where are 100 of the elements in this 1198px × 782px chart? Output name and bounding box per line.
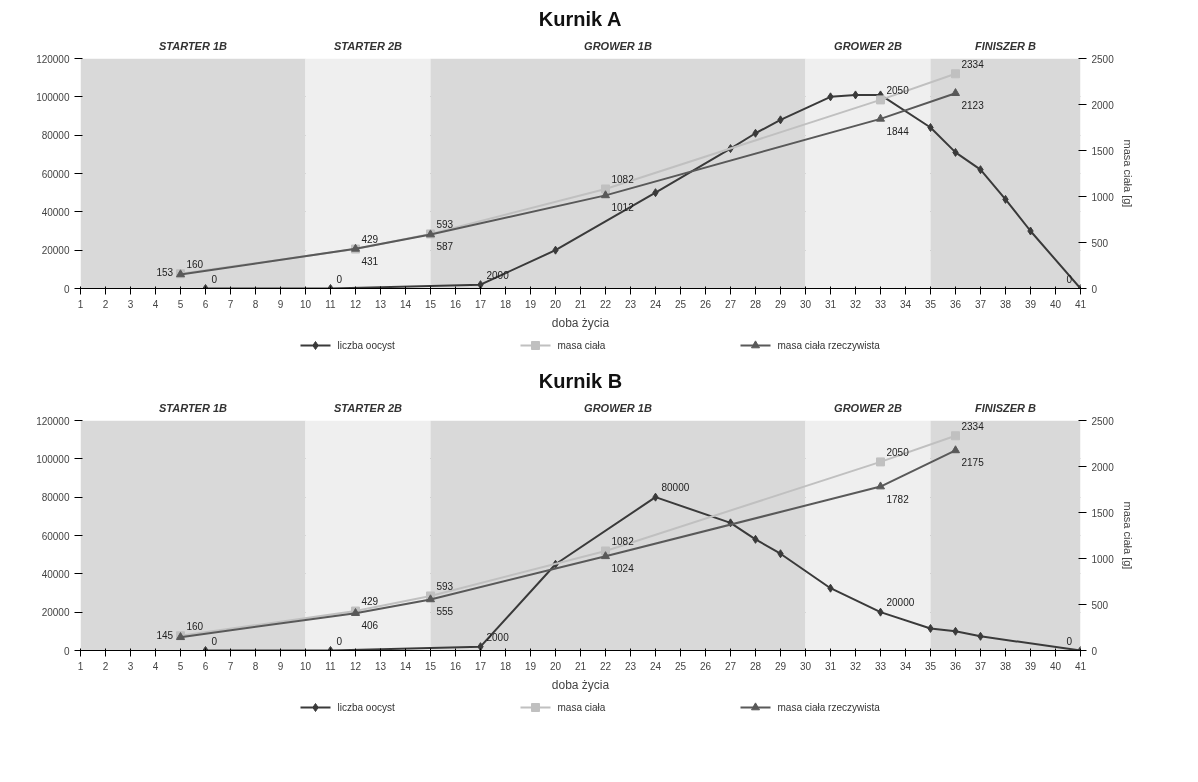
x-tick-label: 10 xyxy=(299,298,312,310)
x-tick-label: 6 xyxy=(202,298,209,310)
y-tick-label: 100000 xyxy=(36,453,70,465)
x-tick-label: 14 xyxy=(399,298,412,310)
x-tick-label: 15 xyxy=(424,660,437,672)
y2-tick-label: 1500 xyxy=(1091,507,1115,519)
y2-tick-label: 0 xyxy=(1091,283,1098,295)
x-tick-label: 3 xyxy=(127,298,134,310)
data-label: 1082 xyxy=(611,173,635,185)
data-label: 2175 xyxy=(961,457,985,469)
x-tick-label: 20 xyxy=(549,660,562,672)
x-tick-label: 24 xyxy=(649,298,662,310)
x-tick-label: 31 xyxy=(824,298,837,310)
data-label: 587 xyxy=(436,241,454,253)
x-tick-label: 13 xyxy=(374,660,387,672)
y-tick-label: 80000 xyxy=(41,492,70,504)
x-tick-label: 1 xyxy=(77,298,84,310)
x-tick-label: 8 xyxy=(252,660,259,672)
x-tick-label: 10 xyxy=(299,660,312,672)
data-label: 160 xyxy=(186,258,204,270)
y2-axis-title: masa ciała [g] xyxy=(1121,501,1134,570)
x-tick-label: 3 xyxy=(127,660,134,672)
data-label: 593 xyxy=(436,580,454,592)
band-label: STARTER 1B xyxy=(158,39,228,52)
x-tick-label: 22 xyxy=(599,660,612,672)
x-tick-label: 27 xyxy=(724,660,737,672)
data-label: 0 xyxy=(1066,635,1073,647)
legend-label: masa ciała rzeczywista xyxy=(777,702,881,713)
x-tick-label: 26 xyxy=(699,298,712,310)
data-label: 429 xyxy=(361,596,379,608)
y2-tick-label: 1500 xyxy=(1091,145,1115,157)
x-tick-label: 36 xyxy=(949,660,962,672)
data-label: 0 xyxy=(211,273,218,285)
y-tick-label: 20000 xyxy=(41,607,70,619)
x-tick-label: 32 xyxy=(849,660,862,672)
band-label: FINISZER B xyxy=(974,401,1037,414)
x-axis-title: doba życia xyxy=(551,315,610,330)
x-tick-label: 8 xyxy=(252,298,259,310)
x-tick-label: 35 xyxy=(924,298,937,310)
x-tick-label: 28 xyxy=(749,660,762,672)
x-tick-label: 17 xyxy=(474,298,487,310)
x-tick-label: 12 xyxy=(349,660,362,672)
x-tick-label: 34 xyxy=(899,660,912,672)
x-tick-label: 2 xyxy=(102,298,109,310)
x-tick-label: 28 xyxy=(749,298,762,310)
y2-tick-label: 500 xyxy=(1091,237,1109,249)
y2-tick-label: 2000 xyxy=(1091,99,1115,111)
data-label: 80000 xyxy=(661,482,690,494)
band-label: GROWER 1B xyxy=(584,39,652,52)
x-tick-label: 23 xyxy=(624,298,637,310)
x-tick-label: 25 xyxy=(674,660,687,672)
data-label: 153 xyxy=(156,267,174,279)
x-tick-label: 7 xyxy=(227,298,234,310)
data-label: 145 xyxy=(156,630,174,642)
legend-label: liczba oocyst xyxy=(337,340,395,351)
x-tick-label: 4 xyxy=(152,298,159,310)
data-label: 2123 xyxy=(961,100,985,112)
x-tick-label: 25 xyxy=(674,298,687,310)
x-tick-label: 5 xyxy=(177,298,184,310)
y-tick-label: 60000 xyxy=(41,168,70,180)
x-tick-label: 21 xyxy=(574,298,587,310)
band-label: STARTER 2B xyxy=(333,401,403,414)
data-label: 2050 xyxy=(886,84,910,96)
x-tick-label: 2 xyxy=(102,660,109,672)
legend-label: masa ciała rzeczywista xyxy=(777,340,881,351)
x-tick-label: 16 xyxy=(449,298,462,310)
x-tick-label: 20 xyxy=(549,298,562,310)
x-tick-label: 27 xyxy=(724,298,737,310)
y-tick-label: 120000 xyxy=(36,53,70,65)
x-tick-label: 19 xyxy=(524,660,537,672)
y-tick-label: 40000 xyxy=(41,568,70,580)
x-tick-label: 33 xyxy=(874,298,887,310)
x-tick-label: 13 xyxy=(374,298,387,310)
data-label: 2334 xyxy=(961,420,985,432)
x-tick-label: 17 xyxy=(474,660,487,672)
chart-title: Kurnik B xyxy=(538,369,623,392)
x-tick-label: 14 xyxy=(399,660,412,672)
y-tick-label: 120000 xyxy=(36,415,70,427)
legend-label: masa ciała xyxy=(557,340,606,351)
x-tick-label: 40 xyxy=(1049,660,1062,672)
band-label: GROWER 2B xyxy=(834,39,902,52)
x-tick-label: 31 xyxy=(824,660,837,672)
x-tick-label: 32 xyxy=(849,298,862,310)
data-label: 555 xyxy=(436,606,454,618)
y2-tick-label: 1000 xyxy=(1091,553,1115,565)
data-label: 406 xyxy=(361,620,379,632)
data-label: 2334 xyxy=(961,58,985,70)
data-label: 593 xyxy=(436,218,454,230)
x-tick-label: 24 xyxy=(649,660,662,672)
data-label: 0 xyxy=(1066,273,1073,285)
y-tick-label: 60000 xyxy=(41,530,70,542)
x-tick-label: 7 xyxy=(227,660,234,672)
x-tick-label: 21 xyxy=(574,660,587,672)
x-tick-label: 19 xyxy=(524,298,537,310)
band-label: GROWER 2B xyxy=(834,401,902,414)
y-tick-label: 0 xyxy=(63,283,70,295)
x-tick-label: 22 xyxy=(599,298,612,310)
x-tick-label: 37 xyxy=(974,298,987,310)
x-tick-label: 6 xyxy=(202,660,209,672)
data-label: 20000 xyxy=(886,597,915,609)
